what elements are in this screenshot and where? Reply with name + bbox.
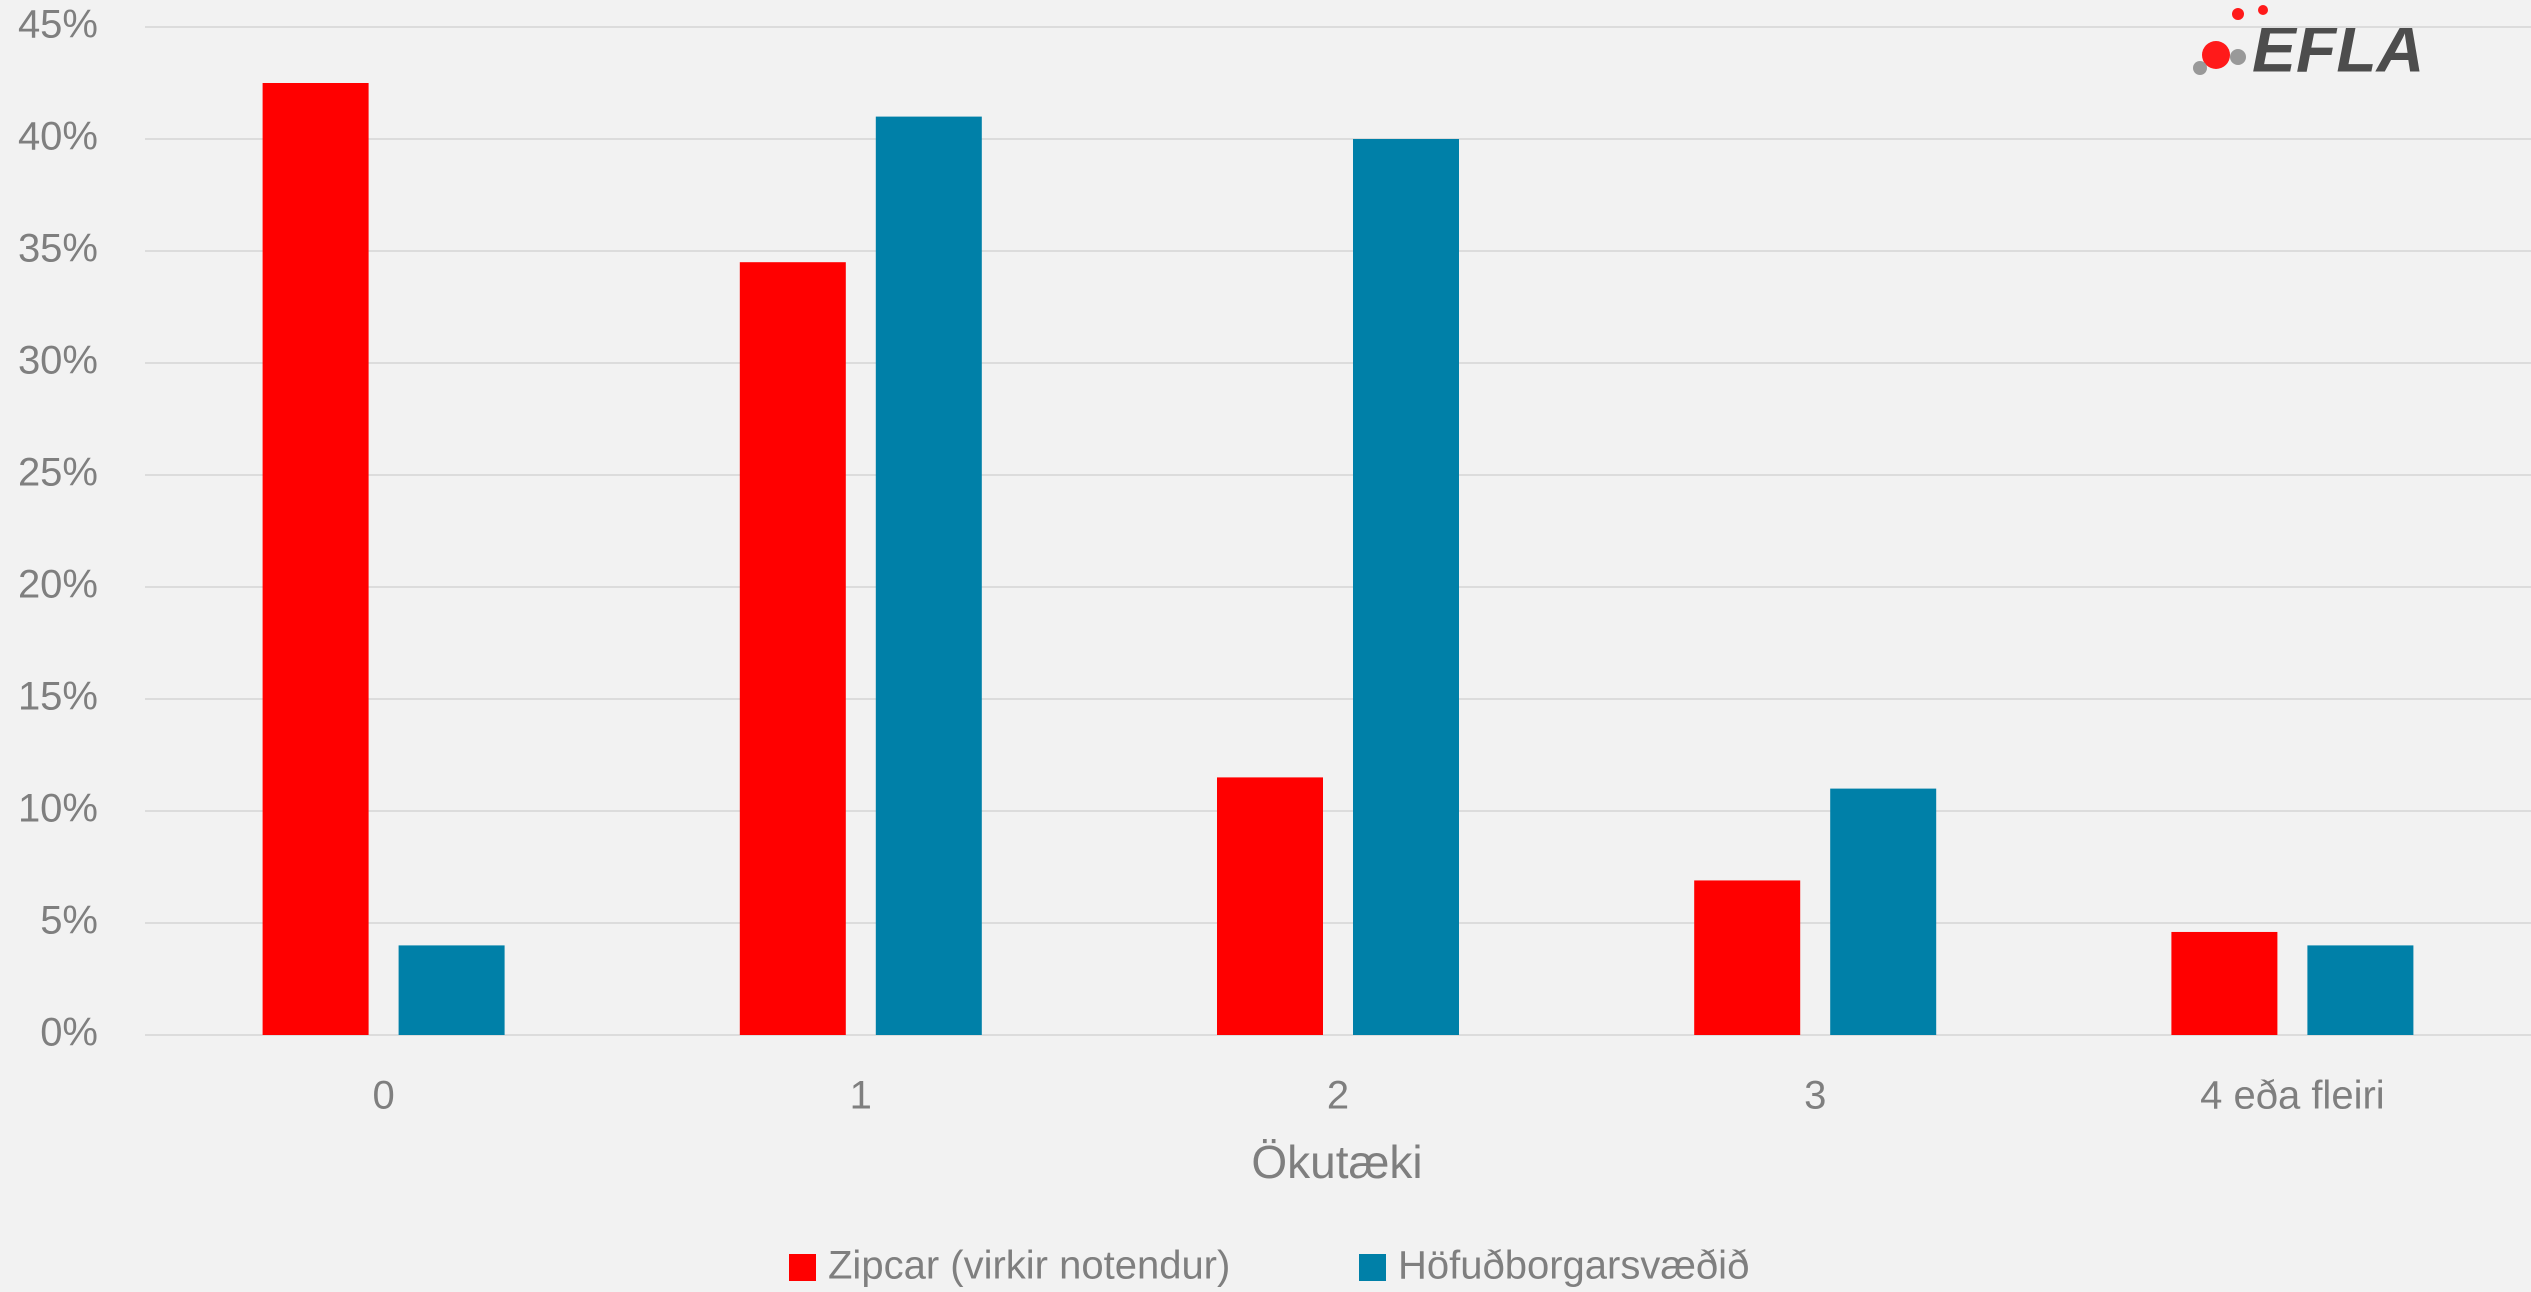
x-tick-label: 2 [1327,1074,1349,1118]
x-tick-label: 4 eða fleiri [2200,1074,2385,1118]
bar [1830,788,1937,1035]
y-tick-label: 30% [18,339,98,383]
y-tick-label: 0% [40,1011,98,1055]
bar [2171,931,2278,1035]
bar [1217,777,1323,1035]
y-tick-label: 40% [18,115,98,159]
bar [398,945,505,1035]
x-axis-title: Ökutæki [1251,1136,1422,1188]
bar [1353,139,1459,1035]
bar [875,116,982,1036]
y-tick-label: 20% [18,563,98,607]
y-tick-label: 10% [18,787,98,831]
bar [262,83,369,1035]
logo-mark [2193,5,2268,75]
logo: EFLA [2252,11,2424,85]
y-tick-label: 35% [18,227,98,271]
y-tick-label: 25% [18,451,98,495]
bar [2307,945,2414,1035]
legend-label: Zipcar (virkir notendur) [828,1244,1230,1288]
legend-swatch [1359,1254,1386,1281]
bar [1694,880,1801,1035]
legend-label: Höfuðborgarsvæðið [1398,1244,1749,1288]
legend-swatch [789,1254,816,1281]
y-tick-label: 5% [40,899,98,943]
x-tick-label: 3 [1804,1074,1826,1118]
x-tick-label: 0 [372,1074,394,1118]
x-tick-label: 1 [850,1074,872,1118]
bar [739,262,846,1035]
y-tick-label: 15% [18,675,98,719]
y-tick-label: 45% [18,3,98,47]
